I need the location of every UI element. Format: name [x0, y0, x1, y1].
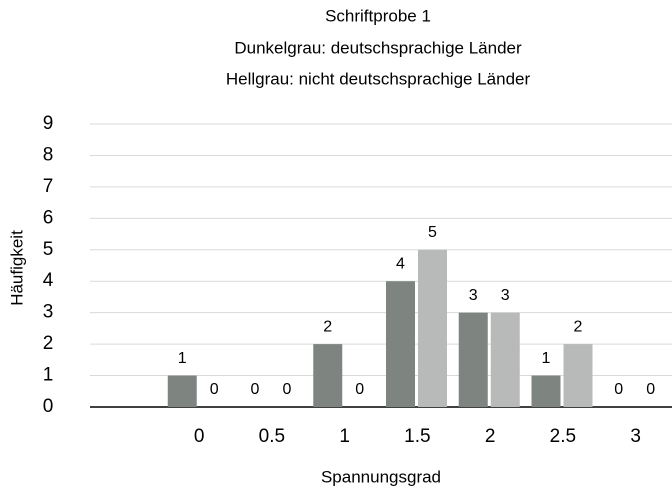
- y-tick-label: 2: [43, 333, 54, 354]
- y-tick-label: 6: [43, 207, 54, 228]
- value-label: 0: [283, 381, 292, 398]
- x-tick-label: 1.5: [404, 426, 430, 447]
- value-label: 0: [614, 381, 623, 398]
- x-tick-label: 1: [339, 426, 350, 447]
- x-tick-label: 0: [194, 426, 205, 447]
- y-tick-label: 5: [43, 239, 54, 260]
- y-tick-label: 9: [43, 113, 54, 134]
- x-tick-label: 2.5: [550, 426, 576, 447]
- value-label: 1: [542, 350, 551, 367]
- bar: [418, 249, 447, 407]
- value-label: 3: [469, 287, 478, 304]
- value-label: 0: [646, 381, 655, 398]
- bar: [458, 312, 488, 407]
- y-axis-label: Häufigkeit: [7, 230, 26, 306]
- x-tick-label: 2: [485, 426, 496, 447]
- bar: [167, 375, 197, 407]
- x-tick-label: 0.5: [259, 426, 285, 447]
- chart-title: Schriftprobe 1: [325, 6, 431, 25]
- bar: [490, 312, 520, 407]
- x-axis-label: Spannungsgrad: [321, 467, 441, 486]
- bar: [313, 344, 343, 407]
- value-label: 2: [323, 318, 332, 335]
- bar: [563, 344, 593, 407]
- bar: [531, 375, 561, 407]
- value-label: 0: [210, 381, 219, 398]
- bar: [386, 281, 415, 407]
- value-label: 1: [178, 350, 187, 367]
- value-label: 3: [501, 287, 510, 304]
- y-tick-label: 3: [43, 302, 54, 323]
- y-tick-label: 4: [43, 270, 54, 291]
- y-tick-label: 0: [43, 396, 54, 417]
- y-tick-label: 1: [43, 365, 54, 386]
- y-tick-label: 7: [43, 176, 54, 197]
- value-label: 5: [428, 224, 437, 241]
- y-tick-label: 8: [43, 144, 54, 165]
- value-label: 2: [574, 318, 583, 335]
- value-label: 0: [251, 381, 260, 398]
- chart-subtitle: Hellgrau: nicht deutschsprachige Länder: [226, 69, 531, 88]
- x-tick-label: 3: [630, 426, 641, 447]
- value-label: 0: [355, 381, 364, 398]
- value-label: 4: [396, 255, 405, 272]
- chart-subtitle: Dunkelgrau: deutschsprachige Länder: [234, 38, 522, 57]
